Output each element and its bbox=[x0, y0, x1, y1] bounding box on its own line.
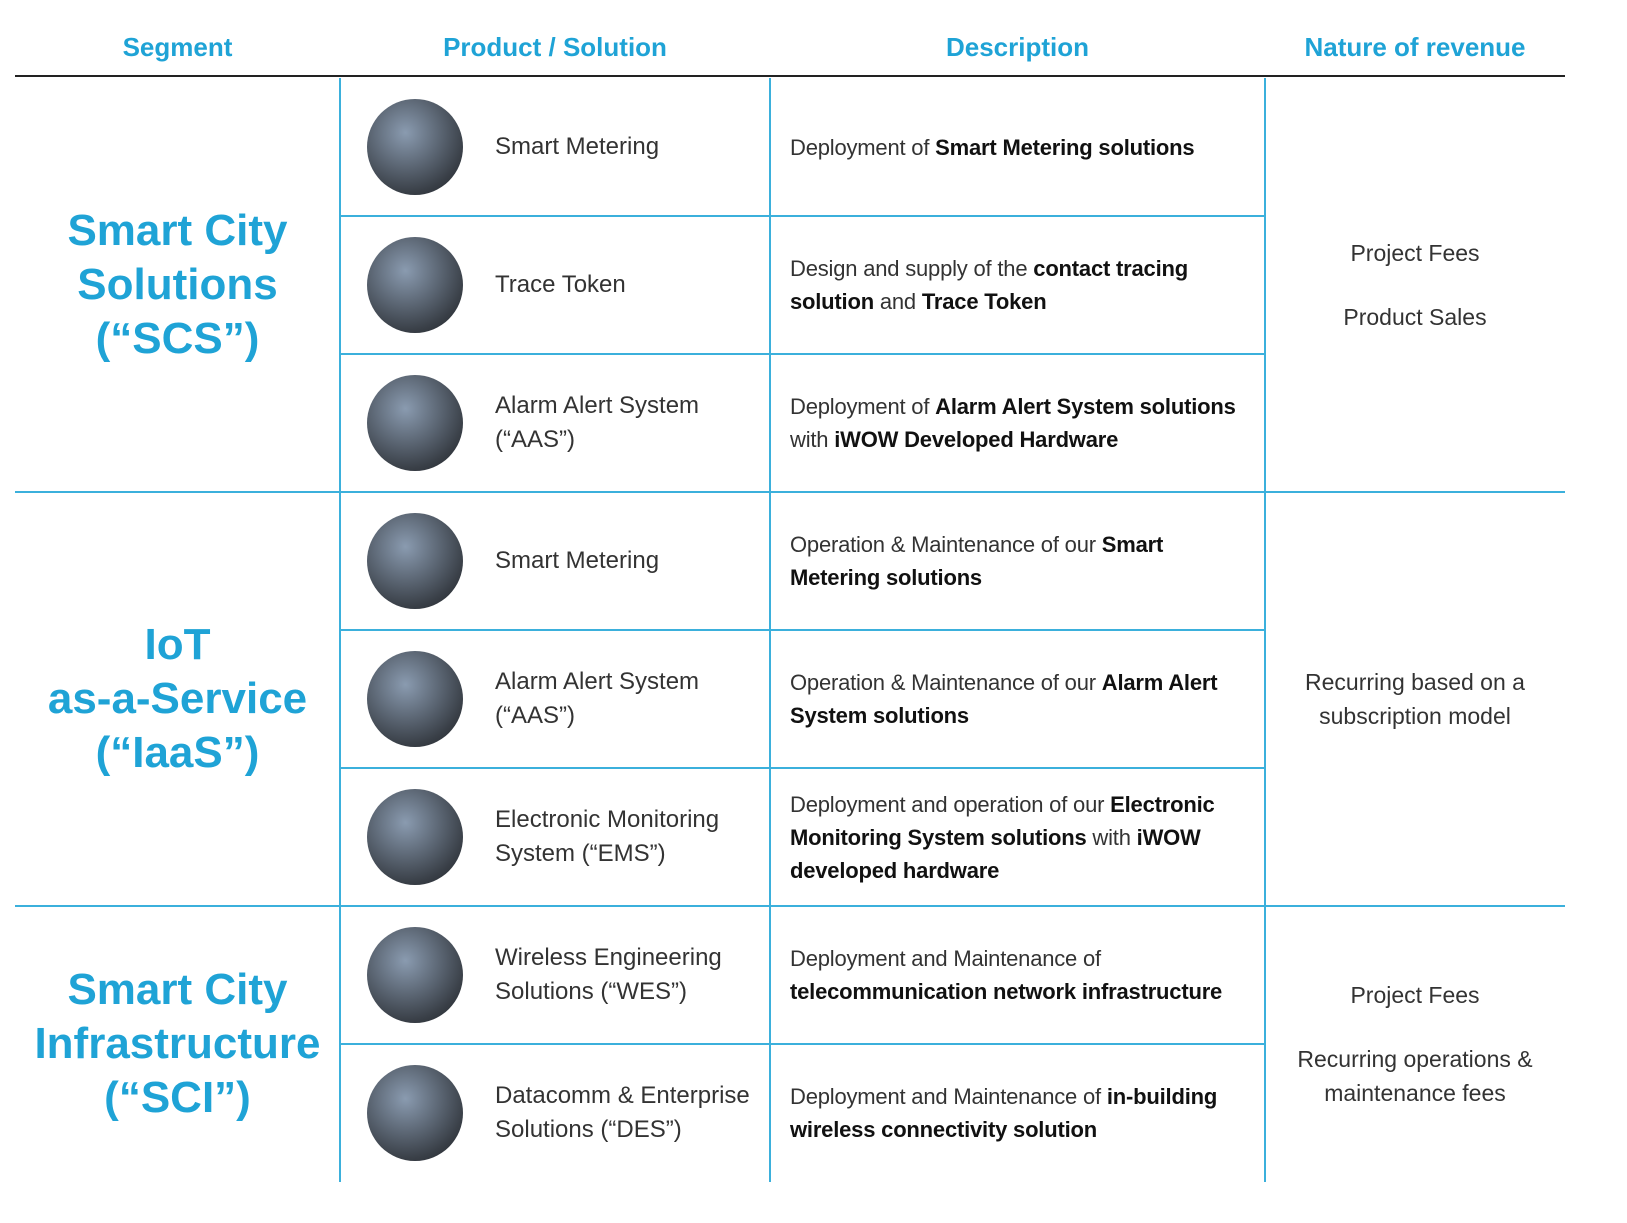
segment-line: (“SCI”) bbox=[104, 1073, 251, 1122]
description-run: with bbox=[1086, 824, 1137, 850]
product-icon bbox=[367, 789, 463, 885]
product-name: Smart Metering bbox=[495, 133, 660, 160]
segment-line: as-a-Service bbox=[47, 674, 308, 723]
description-run: Operation & Maintenance of our bbox=[790, 532, 1102, 557]
description-run: iWOW developed hardware bbox=[790, 824, 1207, 883]
revenue-cell: Project Fees Product Sales bbox=[1265, 78, 1565, 492]
column-divider bbox=[1264, 78, 1266, 1182]
product-name: Alarm Alert System (“AAS”) bbox=[495, 668, 700, 729]
description-text: Operation & Maintenance of our Alarm Ale… bbox=[790, 666, 1255, 732]
group-divider bbox=[15, 491, 1565, 493]
description-cell: Deployment and Maintenance of telecommun… bbox=[790, 906, 1255, 1044]
description-cell: Operation & Maintenance of our Alarm Ale… bbox=[790, 630, 1255, 768]
description-cell: Deployment of Smart Metering solutions bbox=[790, 78, 1255, 216]
description-run: Trace Token bbox=[921, 289, 1047, 314]
segment-line: (“IaaS”) bbox=[95, 728, 260, 777]
description-run: Electronic Monitoring System solutions bbox=[790, 791, 1221, 850]
segment-line: IoT bbox=[144, 620, 211, 669]
product-icon bbox=[367, 927, 463, 1023]
product-icon bbox=[367, 1065, 463, 1161]
product-icon bbox=[367, 651, 463, 747]
column-header: Product / Solution bbox=[443, 32, 667, 62]
description-run: Deployment of bbox=[790, 394, 936, 419]
product-icon bbox=[367, 237, 463, 333]
segment-line: (“SCS”) bbox=[95, 314, 260, 363]
description-text: Deployment and operation of our Electron… bbox=[790, 788, 1255, 887]
description-run: Smart Metering solutions bbox=[935, 134, 1195, 160]
group-divider bbox=[15, 905, 1565, 907]
description-text: Deployment and Maintenance of telecommun… bbox=[790, 942, 1255, 1008]
description-text: Deployment of Smart Metering solutions bbox=[790, 131, 1195, 164]
product-name: Trace Token bbox=[495, 271, 626, 298]
revenue-cell: Recurring based on a subscription model bbox=[1265, 492, 1565, 906]
description-run: iWOW Developed Hardware bbox=[834, 427, 1119, 452]
revenue-item: Recurring based on a subscription model bbox=[1305, 669, 1525, 729]
segment-line: Solutions bbox=[77, 260, 278, 309]
description-cell: Operation & Maintenance of our Smart Met… bbox=[790, 492, 1255, 630]
description-run: Deployment and operation of our bbox=[790, 791, 1111, 817]
description-text: Deployment of Alarm Alert System solutio… bbox=[790, 390, 1255, 456]
product-name: Electronic Monitoring System (“EMS”) bbox=[495, 806, 720, 867]
description-run: Alarm Alert System solutions bbox=[790, 670, 1224, 728]
product-icon bbox=[367, 99, 463, 195]
revenue-item: Product Sales bbox=[1343, 304, 1487, 330]
product-name: Wireless Engineering Solutions (“WES”) bbox=[495, 944, 722, 1005]
description-cell: Design and supply of the contact tracing… bbox=[790, 216, 1255, 354]
description-text: Deployment and Maintenance of in-buildin… bbox=[790, 1080, 1255, 1146]
segment-cell: Smart City Solutions (“SCS”) bbox=[15, 78, 340, 492]
row-divider bbox=[340, 629, 1265, 631]
revenue-item: Project Fees bbox=[1350, 982, 1480, 1008]
revenue-cell: Project Fees Recurring operations & maint… bbox=[1265, 906, 1565, 1182]
description-cell: Deployment and Maintenance of in-buildin… bbox=[790, 1044, 1255, 1182]
product-icon bbox=[367, 513, 463, 609]
description-text: Design and supply of the contact tracing… bbox=[790, 252, 1255, 318]
segment-cell: Smart City Infrastructure (“SCI”) bbox=[15, 906, 340, 1182]
segment-cell: IoT as-a-Service (“IaaS”) bbox=[15, 492, 340, 906]
header-rule bbox=[15, 75, 1565, 77]
description-run: telecommunication network infrastructure bbox=[790, 979, 1223, 1004]
product-name: Datacomm & Enterprise Solutions (“DES”) bbox=[495, 1082, 750, 1143]
segment-line: Infrastructure bbox=[34, 1019, 321, 1068]
description-cell: Deployment of Alarm Alert System solutio… bbox=[790, 354, 1255, 492]
row-divider bbox=[340, 767, 1265, 769]
description-run: with bbox=[790, 394, 1242, 452]
column-header: Nature of revenue bbox=[1304, 32, 1526, 62]
description-run: Deployment of bbox=[790, 134, 936, 160]
product-icon bbox=[367, 375, 463, 471]
segment-line: Smart City bbox=[67, 206, 288, 255]
column-divider bbox=[769, 78, 771, 1182]
description-run: Smart Metering solutions bbox=[790, 532, 1170, 590]
row-divider bbox=[340, 1043, 1265, 1045]
row-divider bbox=[340, 215, 1265, 217]
description-run: and bbox=[873, 289, 922, 314]
product-name: Alarm Alert System (“AAS”) bbox=[495, 392, 700, 453]
description-run: Deployment and Maintenance of bbox=[790, 1084, 1107, 1109]
description-text: Operation & Maintenance of our Smart Met… bbox=[790, 528, 1255, 594]
column-header: Description bbox=[945, 32, 1090, 62]
column-divider bbox=[339, 78, 341, 1182]
description-run: contact tracing solution bbox=[790, 256, 1194, 314]
description-cell: Deployment and operation of our Electron… bbox=[790, 768, 1255, 906]
column-header: Segment bbox=[122, 32, 233, 62]
row-divider bbox=[340, 353, 1265, 355]
description-run: in-building wireless connectivity soluti… bbox=[790, 1084, 1224, 1142]
description-run: Alarm Alert System solutions bbox=[935, 394, 1236, 419]
description-run: Design and supply of the bbox=[790, 256, 1034, 281]
revenue-item: Project Fees bbox=[1350, 240, 1480, 266]
product-name: Smart Metering bbox=[495, 547, 660, 574]
revenue-item: Recurring operations & maintenance fees bbox=[1297, 1046, 1533, 1106]
description-run: Operation & Maintenance of our bbox=[790, 670, 1102, 695]
segment-line: Smart City bbox=[67, 965, 288, 1014]
description-run: Deployment and Maintenance of bbox=[790, 946, 1107, 971]
